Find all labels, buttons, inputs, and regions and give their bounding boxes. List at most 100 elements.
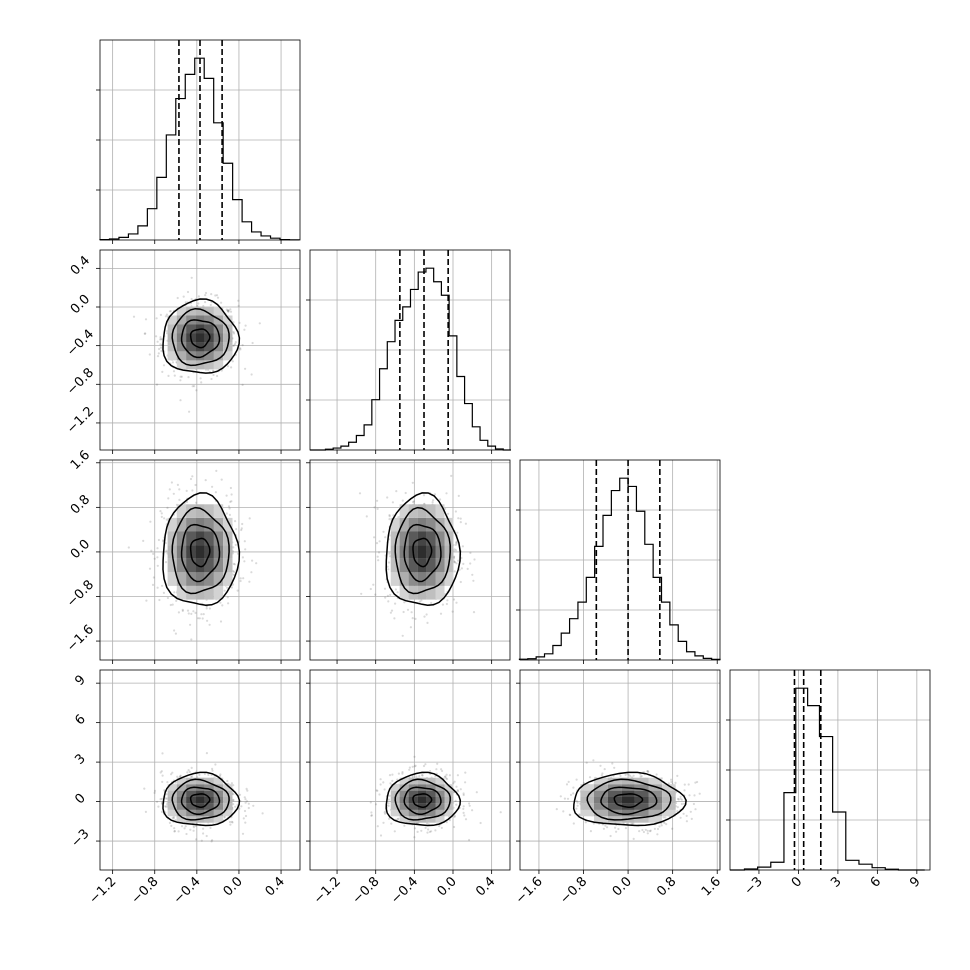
contour-line xyxy=(403,523,442,583)
scatter-point xyxy=(563,797,566,800)
scatter-point xyxy=(221,604,224,607)
scatter-point xyxy=(220,301,223,304)
scatter-point xyxy=(679,797,682,800)
scatter-point xyxy=(176,775,179,778)
contour-line xyxy=(162,492,241,607)
histogram-panel xyxy=(516,459,721,664)
scatter-point xyxy=(689,810,692,813)
scatter-point xyxy=(685,820,688,823)
scatter-point xyxy=(247,806,250,810)
density-cell xyxy=(444,809,454,817)
y-tick-label: −0.8 xyxy=(64,365,97,398)
contour-line xyxy=(189,328,211,349)
scatter-point xyxy=(148,353,151,356)
density-cell xyxy=(399,816,409,823)
density-cell xyxy=(435,790,445,797)
scatter-point xyxy=(127,546,130,549)
contour-line xyxy=(171,307,230,367)
scatter-point xyxy=(244,367,247,370)
scatter-point xyxy=(408,768,411,771)
scatter-point xyxy=(156,564,159,567)
scatter-point xyxy=(454,549,458,552)
scatter-point xyxy=(165,793,168,796)
scatter-point xyxy=(584,821,587,824)
scatter-point xyxy=(230,782,233,785)
scatter-point xyxy=(151,583,155,586)
scatter-point xyxy=(388,515,391,518)
scatter-point xyxy=(611,762,614,765)
scatter-point xyxy=(186,290,190,294)
scatter-point xyxy=(628,774,631,777)
scatter-point xyxy=(454,543,457,546)
contour-line xyxy=(613,793,644,808)
scatter-point xyxy=(439,612,443,615)
scatter-point xyxy=(149,520,152,523)
scatter-point xyxy=(143,332,146,335)
scatter-point xyxy=(415,775,418,778)
y-tick-label: 0 xyxy=(72,791,88,807)
x-tick-label: 0.4 xyxy=(473,874,498,899)
density-cell xyxy=(648,816,663,823)
scatter-point xyxy=(226,309,229,313)
density-cell xyxy=(390,809,400,817)
scatter-point xyxy=(199,377,202,380)
scatter-point xyxy=(240,528,243,532)
scatter-point xyxy=(439,498,442,501)
scatter-point xyxy=(392,514,395,517)
x-tick-label: −0.4 xyxy=(171,874,204,907)
scatter-point xyxy=(244,821,247,824)
y-tick-label: 9 xyxy=(72,672,88,688)
scatter-point xyxy=(658,825,661,828)
scatter-point xyxy=(374,593,377,596)
axes-frame xyxy=(99,459,301,661)
scatter-point xyxy=(182,295,185,298)
scatter-point xyxy=(639,775,642,778)
x-tick-label: 0.8 xyxy=(654,874,679,899)
scatter-point xyxy=(376,555,379,558)
density-cell xyxy=(167,803,177,810)
scatter-point xyxy=(188,770,191,773)
scatter-point xyxy=(386,565,389,568)
scatter-point xyxy=(207,773,210,776)
density-cell xyxy=(399,504,409,518)
scatter-point xyxy=(453,815,456,818)
scatter-point xyxy=(670,778,673,781)
scatter-point xyxy=(185,832,188,836)
scatter-point xyxy=(219,601,222,604)
density-cell xyxy=(408,504,418,518)
scatter-point xyxy=(225,494,228,497)
scatter-point xyxy=(609,834,612,838)
density-cell xyxy=(594,809,608,817)
density-cell xyxy=(176,360,187,370)
density-cell xyxy=(195,777,205,785)
scatter-point xyxy=(648,830,652,833)
scatter-point xyxy=(383,587,387,590)
density-cell xyxy=(408,777,418,785)
contour-line xyxy=(403,786,442,815)
scatter-point xyxy=(409,626,412,629)
density-cell xyxy=(390,803,400,810)
scatter-point xyxy=(457,790,460,793)
scatter-point xyxy=(170,824,173,827)
scatter-point xyxy=(159,510,162,513)
x-tick-label: 0.0 xyxy=(610,874,635,899)
scatter-point xyxy=(244,801,247,804)
axes-frame xyxy=(309,459,511,661)
density-cell xyxy=(648,797,663,804)
scatter-point xyxy=(235,528,238,531)
scatter-point xyxy=(685,814,688,817)
scatter-point xyxy=(214,763,217,766)
scatter-point xyxy=(223,816,226,819)
scatter-point xyxy=(575,807,578,810)
scatter-point xyxy=(204,294,207,297)
scatter-point xyxy=(211,485,214,488)
scatter-point xyxy=(164,797,167,800)
density-cell xyxy=(167,342,177,352)
scatter-point xyxy=(401,499,404,502)
scatter-point xyxy=(665,823,668,826)
scatter-point xyxy=(423,615,426,618)
density-cell xyxy=(662,809,676,817)
contour-line xyxy=(385,492,462,607)
scatter-point xyxy=(453,561,456,564)
